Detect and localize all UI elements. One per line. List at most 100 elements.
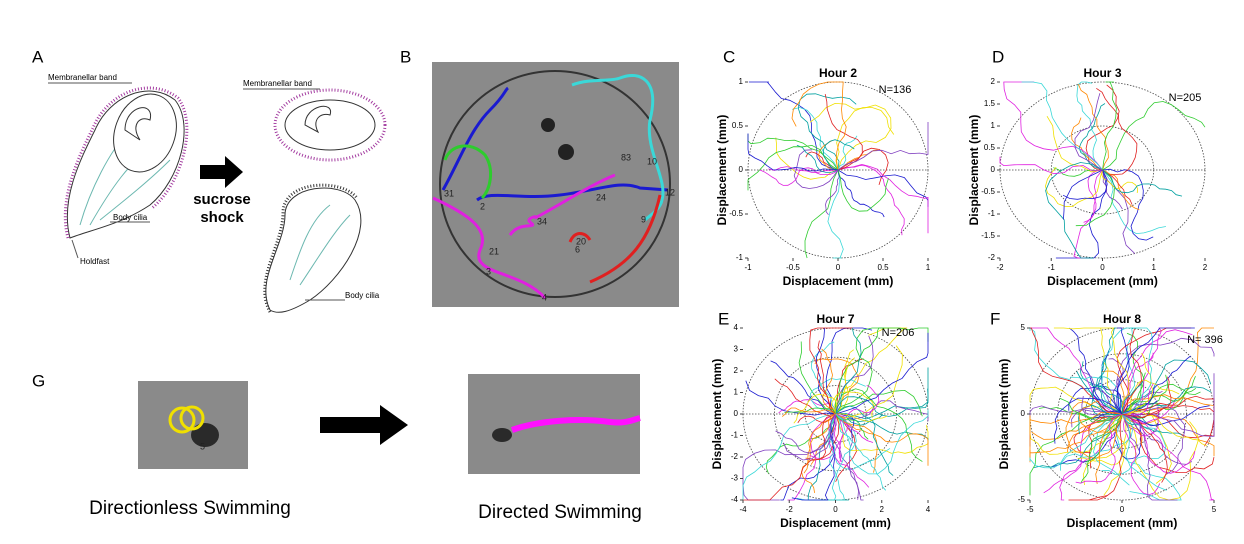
track: [768, 166, 839, 173]
track-label: 6: [575, 244, 580, 254]
track: [765, 413, 836, 474]
x-tick-label: 0: [836, 263, 841, 272]
track: [1077, 413, 1126, 466]
y-tick-label: -1: [988, 209, 996, 218]
track: [833, 413, 843, 463]
track: [770, 360, 836, 415]
track: [1121, 395, 1215, 447]
y-tick-label: -2: [731, 452, 739, 461]
track: [999, 156, 1103, 175]
track: [835, 332, 929, 415]
y-tick-label: 1: [734, 388, 739, 397]
y-tick-label: 5: [1021, 323, 1026, 332]
x-tick-label: 1: [1152, 263, 1157, 272]
plots: -1 -0.5 0 0.5 1 -1 -0.5 0 0.5 1 C Hour 2 N=136 Displa…: [710, 47, 1223, 530]
track: [747, 133, 839, 171]
track: [815, 327, 836, 415]
y-tick-label: 0: [991, 165, 996, 174]
panel-label: E: [718, 309, 729, 328]
track: [793, 149, 839, 189]
track: [1121, 332, 1145, 415]
track: [1071, 117, 1103, 171]
track: [837, 147, 889, 186]
track: [835, 327, 929, 415]
track: [1045, 162, 1103, 259]
y-tick-label: -3: [731, 474, 739, 483]
x-tick-label: 0: [833, 505, 838, 514]
y-tick-label: 0: [739, 165, 744, 174]
track: [780, 413, 836, 501]
track: [809, 102, 892, 171]
track: [1121, 352, 1154, 415]
plot-title: Hour 7: [816, 312, 854, 326]
track: [1102, 168, 1154, 241]
track-label: 34: [537, 216, 547, 226]
track: [1029, 411, 1123, 458]
track: [1121, 413, 1178, 501]
track: [837, 135, 858, 171]
track: [798, 341, 836, 415]
x-tick-label: -1: [744, 263, 752, 272]
track: [1074, 93, 1103, 171]
track: [1121, 387, 1197, 415]
track: [803, 413, 836, 474]
y-tick-label: -5: [1018, 495, 1026, 504]
track: [1075, 169, 1116, 227]
track: [747, 144, 839, 191]
y-axis-label: Displacement (mm): [997, 359, 1011, 470]
track: [1116, 327, 1195, 415]
track: [836, 107, 895, 171]
x-axis-label: Displacement (mm): [780, 516, 891, 530]
track: [1121, 413, 1167, 491]
track: [1096, 87, 1138, 175]
caption: Directed Swimming: [478, 502, 642, 523]
track-label: 10: [647, 156, 657, 166]
arrow-text: shock: [200, 209, 244, 226]
y-tick-label: 4: [734, 323, 739, 332]
track: [835, 413, 874, 443]
track-label: 31: [444, 188, 454, 198]
x-tick-label: 0: [1100, 263, 1105, 272]
track: [1059, 397, 1123, 422]
track: [1121, 327, 1154, 415]
track: [837, 163, 929, 234]
track: [1053, 397, 1123, 444]
cell-drawing: [48, 82, 387, 313]
track: [1068, 413, 1123, 501]
track: [1075, 413, 1123, 484]
track-label: 3: [486, 266, 491, 276]
track: [835, 409, 929, 475]
track: [835, 388, 923, 462]
track: [817, 340, 836, 415]
track: [835, 327, 862, 415]
x-tick-label: -4: [739, 505, 747, 514]
y-tick-label: 3: [734, 345, 739, 354]
track: [775, 137, 839, 180]
x-axis-label: Displacement (mm): [1067, 516, 1178, 530]
x-tick-label: -2: [786, 505, 794, 514]
track: [805, 413, 836, 461]
track: [825, 169, 840, 215]
x-tick-label: 2: [880, 505, 885, 514]
annotation: Holdfast: [80, 257, 110, 266]
track: [835, 335, 874, 415]
track: [774, 378, 836, 417]
track: [747, 133, 839, 172]
x-tick-label: 5: [1212, 505, 1217, 514]
track: [1021, 81, 1103, 171]
plot-title: Hour 3: [1083, 66, 1121, 80]
track: [775, 413, 836, 454]
track: [1121, 413, 1161, 496]
track-label: 20: [576, 236, 586, 246]
y-axis-label: Displacement (mm): [967, 115, 981, 226]
y-tick-label: -1: [731, 431, 739, 440]
track: [1102, 101, 1206, 171]
track: [1121, 374, 1169, 419]
track: [792, 107, 839, 171]
track: [835, 345, 903, 419]
track: [828, 413, 846, 501]
track: [793, 393, 838, 424]
y-tick-label: -2: [988, 253, 996, 262]
track: [835, 413, 855, 438]
y-tick-label: 1: [739, 77, 744, 86]
